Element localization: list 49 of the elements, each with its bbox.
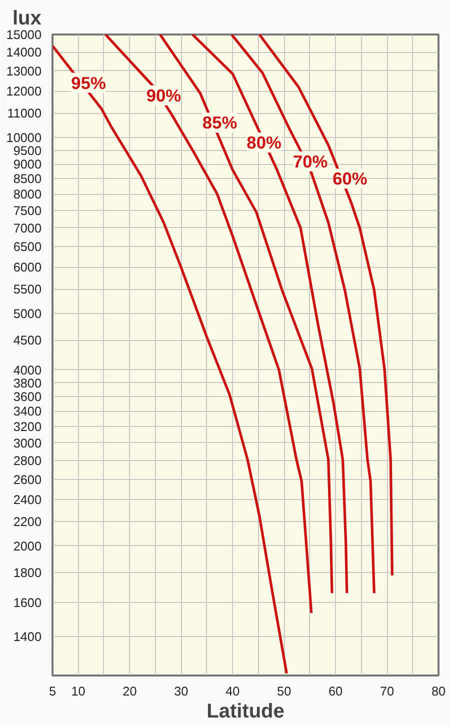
annotation: 80% (246, 132, 282, 153)
x-tick-label: 5 (48, 684, 56, 698)
y-tick-label: 3600 (13, 390, 42, 404)
annotation: 70% (293, 151, 328, 172)
y-tick-label: 1400 (13, 630, 42, 644)
y-axis-title: lux (12, 8, 42, 30)
y-tick-label: 2600 (13, 472, 42, 487)
y-tick-label: 9000 (13, 158, 42, 172)
y-tick-label: 3400 (13, 404, 42, 419)
y-tick-label: 15000 (6, 28, 42, 42)
y-tick-label: 2000 (13, 539, 42, 554)
x-tick-label: 10 (71, 684, 86, 698)
y-tick-label: 3000 (13, 436, 42, 450)
y-tick-label: 1600 (13, 596, 42, 610)
x-tick-label: 50 (277, 684, 292, 698)
annotation: 90% (146, 85, 182, 106)
y-tick-label: 13000 (6, 64, 42, 78)
line-series (52, 44, 288, 675)
y-tick-label: 9500 (13, 144, 42, 158)
y-tick-label: 2200 (13, 515, 42, 530)
y-tick-label: 6500 (13, 240, 42, 254)
y-tick-label: 2800 (13, 454, 42, 468)
x-axis-title: Latitude (206, 700, 284, 722)
y-tick-label: 4500 (13, 334, 42, 348)
y-tick-label: 7000 (13, 221, 42, 236)
y-tick-label: 3200 (13, 420, 42, 434)
y-tick-label: 6000 (13, 260, 42, 275)
annotation: 95% (71, 72, 106, 93)
x-tick-label: 30 (174, 684, 188, 698)
y-tick-label: 7500 (13, 204, 42, 218)
annotation: 60% (332, 168, 368, 189)
x-tick-label: 20 (122, 684, 137, 698)
y-tick-label: 5500 (13, 282, 42, 297)
x-tick-label: 80 (431, 684, 446, 698)
y-tick-label: 8500 (13, 172, 42, 186)
x-tick-label: 40 (226, 684, 240, 698)
y-tick-label: 3800 (13, 376, 42, 390)
y-tick-label: 11000 (7, 106, 42, 121)
y-tick-label: 12000 (6, 84, 42, 99)
y-tick-label: 8000 (13, 188, 42, 202)
y-tick-label: 4000 (13, 363, 42, 378)
y-tick-label: 5000 (13, 306, 42, 321)
x-tick-label: 60 (328, 684, 343, 698)
x-tick-label: 70 (380, 684, 394, 698)
y-tick-label: 2400 (13, 493, 42, 508)
annotation: 85% (202, 112, 238, 133)
y-tick-label: 14000 (6, 46, 42, 60)
y-tick-label: 1800 (13, 566, 42, 580)
y-tick-label: 10000 (6, 130, 42, 145)
